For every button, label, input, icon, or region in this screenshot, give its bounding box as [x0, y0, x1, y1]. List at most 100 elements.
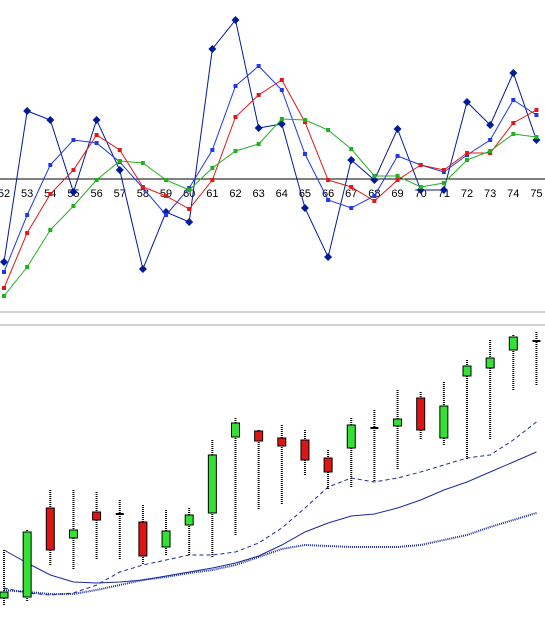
marker: [372, 194, 377, 198]
marker: [349, 185, 354, 189]
marker: [509, 69, 518, 77]
marker: [46, 116, 55, 124]
candle-body: [68, 529, 78, 539]
marker: [441, 168, 446, 172]
marker: [94, 141, 99, 145]
moving-average: [3, 451, 537, 584]
x-tick-label: 75: [530, 188, 542, 200]
candle-body: [439, 405, 449, 439]
x-tick-label: 69: [391, 188, 403, 200]
marker: [48, 228, 53, 232]
x-tick-label: 53: [21, 188, 33, 200]
marker: [393, 125, 402, 133]
marker: [208, 45, 217, 53]
marker: [140, 161, 145, 165]
marker: [395, 178, 400, 182]
marker: [94, 133, 99, 137]
marker: [48, 192, 53, 196]
marker: [372, 199, 377, 203]
x-tick-label: 57: [114, 188, 126, 200]
marker: [92, 116, 101, 124]
marker: [511, 121, 516, 125]
marker: [534, 108, 539, 112]
marker: [48, 163, 53, 167]
marker: [2, 286, 6, 290]
x-tick-label: 72: [461, 188, 473, 200]
marker: [534, 113, 539, 117]
marker: [164, 178, 169, 182]
candle-body: [346, 424, 356, 449]
series-line: [3, 79, 537, 289]
candle-body: [92, 511, 102, 521]
marker: [395, 174, 400, 178]
marker: [2, 294, 6, 298]
marker: [71, 168, 76, 172]
marker: [117, 159, 122, 163]
x-tick-label: 67: [345, 188, 357, 200]
marker: [300, 204, 309, 212]
marker: [465, 151, 469, 155]
marker: [465, 158, 469, 162]
candle-body: [323, 457, 333, 473]
x-tick-label: 74: [507, 188, 519, 200]
marker: [349, 206, 354, 210]
series-line: [3, 118, 537, 297]
marker: [326, 178, 331, 182]
marker: [326, 128, 331, 132]
marker: [418, 163, 423, 167]
marker: [210, 178, 215, 182]
candle-body: [161, 530, 171, 548]
candle-body: [393, 418, 403, 427]
candle-body: [231, 422, 240, 438]
candle-body: [300, 439, 310, 461]
marker: [302, 118, 307, 122]
moving-average: [3, 421, 537, 596]
marker: [185, 218, 194, 226]
marker: [324, 253, 333, 261]
marker: [187, 188, 192, 192]
marker: [140, 185, 145, 189]
candle-body: [138, 521, 148, 557]
candle-body: [207, 454, 217, 514]
marker: [187, 207, 192, 211]
marker: [486, 121, 495, 129]
candle-body: [485, 357, 495, 369]
marker: [23, 107, 32, 115]
x-tick-label: 73: [484, 188, 496, 200]
marker: [210, 148, 215, 152]
marker: [349, 147, 354, 151]
marker: [25, 265, 30, 269]
marker: [254, 124, 263, 132]
series-line: [3, 18, 537, 271]
x-tick-label: 59: [160, 188, 172, 200]
marker: [233, 84, 238, 88]
moving-average: [3, 512, 537, 595]
marker: [256, 64, 261, 68]
marker: [279, 78, 284, 82]
marker: [463, 98, 471, 106]
x-tick-label: 61: [206, 188, 218, 200]
marker: [439, 186, 448, 194]
x-tick-label: 56: [90, 188, 102, 200]
marker: [69, 188, 78, 196]
marker: [164, 213, 169, 217]
marker: [256, 93, 261, 97]
marker: [233, 115, 238, 119]
series-line: [3, 65, 537, 273]
marker: [0, 258, 8, 266]
marker: [138, 265, 147, 273]
x-tick-label: 52: [0, 188, 10, 200]
x-tick-label: 62: [229, 188, 241, 200]
candle-body: [254, 430, 264, 442]
candle-body: [462, 365, 472, 377]
marker: [210, 166, 215, 170]
candle-body: [184, 514, 194, 526]
marker: [115, 166, 124, 174]
candle-body: [0, 591, 9, 599]
candle-body: [115, 513, 124, 515]
marker: [488, 149, 493, 153]
marker: [279, 88, 284, 92]
marker: [233, 149, 238, 153]
